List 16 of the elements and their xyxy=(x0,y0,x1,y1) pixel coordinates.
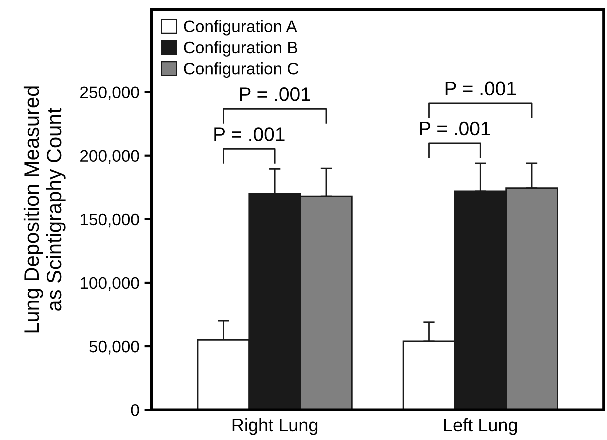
legend-label: Configuration A xyxy=(184,20,298,36)
y-tick-label: 150,000 xyxy=(80,214,140,228)
annotation: P = .001 xyxy=(446,82,516,96)
y-tick-label: 100,000 xyxy=(80,277,140,292)
x-tick-label: Left Lung xyxy=(444,418,518,436)
legend-label: Configuration B xyxy=(184,41,298,57)
legend-label: Configuration C xyxy=(184,62,299,78)
y-tick-label: 200,000 xyxy=(80,150,140,164)
y-axis-title: Lung Deposition Measured as Scintigraphy Count xyxy=(24,86,66,333)
annotation: P = .001 xyxy=(420,122,490,136)
y-tick-label: 250,000 xyxy=(80,86,140,100)
annotation: P = .001 xyxy=(240,88,310,102)
annotation: P = .001 xyxy=(214,128,285,142)
x-tick-label: Right Lung xyxy=(232,418,318,436)
y-tick-label: 0 xyxy=(131,404,140,416)
y-tick-label: 50,000 xyxy=(90,340,140,355)
